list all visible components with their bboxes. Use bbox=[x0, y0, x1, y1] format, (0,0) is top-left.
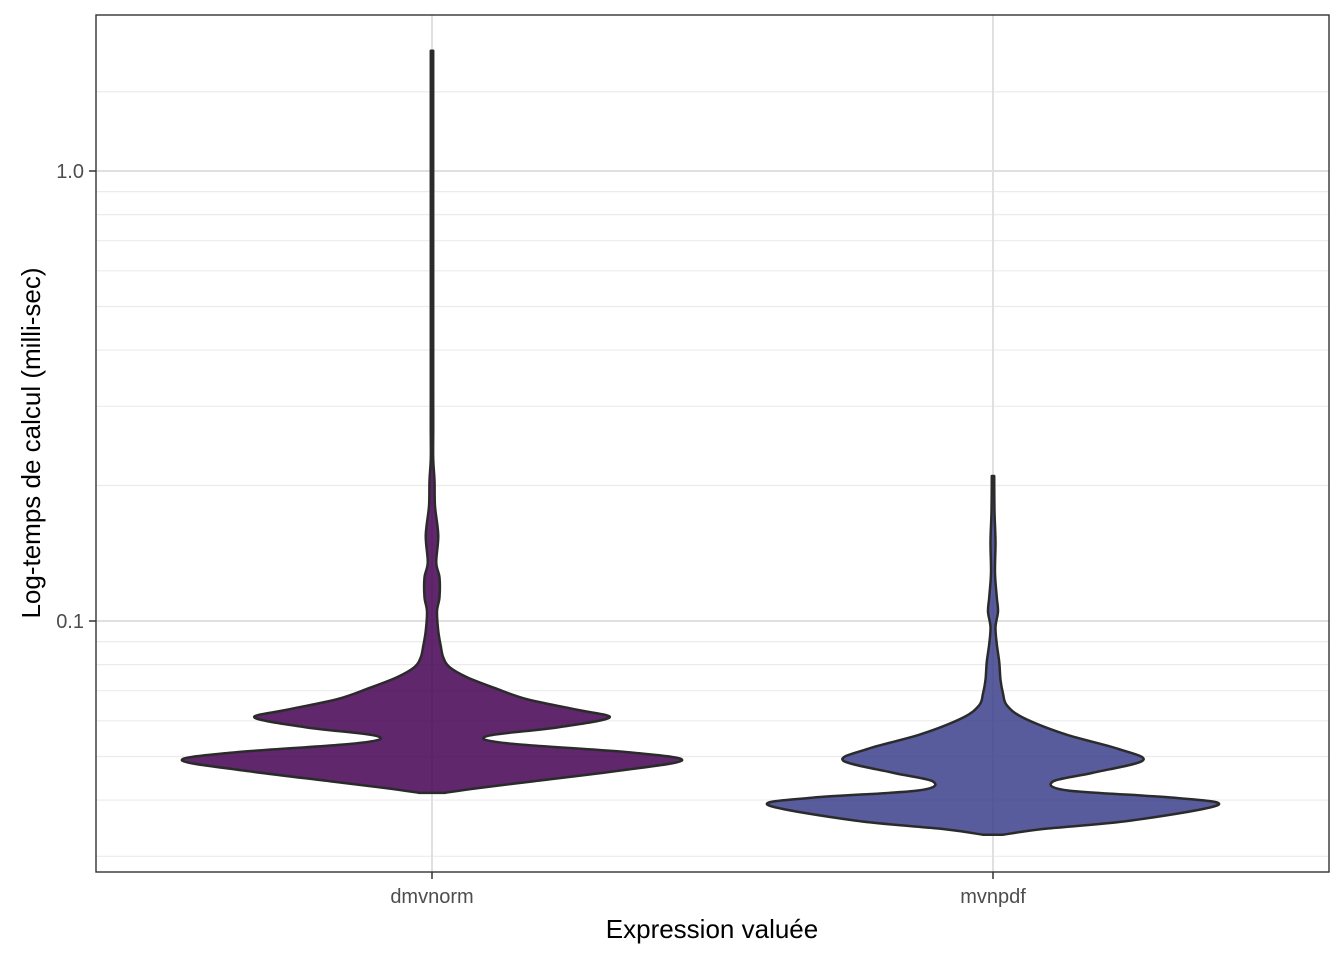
y-axis: 0.1 1.0 bbox=[56, 161, 96, 633]
minor-gridlines bbox=[96, 91, 1329, 857]
x-axis-title: Expression valuée bbox=[606, 914, 818, 944]
violin-mvnpdf bbox=[765, 474, 1221, 836]
y-tick-label: 0.1 bbox=[56, 611, 84, 633]
violin-dmvnorm bbox=[180, 49, 684, 795]
plot-border bbox=[95, 14, 1330, 873]
x-tick-label: mvnpdf bbox=[960, 886, 1026, 908]
violins bbox=[180, 49, 1221, 836]
y-axis-title: Log-temps de calcul (milli-sec) bbox=[16, 267, 46, 618]
x-axis: dmvnorm mvnpdf bbox=[390, 872, 1026, 908]
x-tick-label: dmvnorm bbox=[390, 886, 473, 908]
plot-background bbox=[96, 15, 1329, 872]
y-tick-label: 1.0 bbox=[56, 161, 84, 183]
